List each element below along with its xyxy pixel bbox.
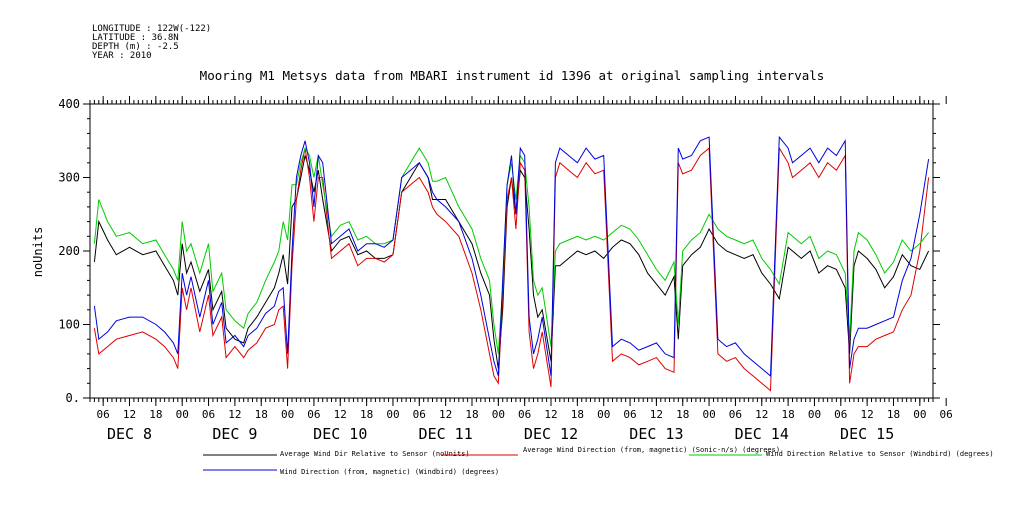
y-tick-label: 0.	[66, 391, 80, 405]
header-latitude: LATITUDE : 36.8N	[92, 33, 179, 43]
x-tick-label: 18	[149, 408, 162, 421]
x-tick-label: 06	[729, 408, 742, 421]
x-tick-label: 18	[887, 408, 900, 421]
plot-frame	[89, 103, 934, 399]
y-tick-label: 300	[58, 171, 80, 185]
header-longitude: LONGITUDE : 122W(-122)	[92, 24, 211, 34]
x-tick-label: 06	[834, 408, 847, 421]
x-day-label: DEC 15	[840, 425, 894, 443]
x-tick-label: 00	[597, 408, 610, 421]
x-tick-label: 00	[176, 408, 189, 421]
x-tick-label: 00	[702, 408, 715, 421]
x-tick-label: 12	[544, 408, 557, 421]
x-day-label: DEC 13	[629, 425, 683, 443]
x-tick-label: 00	[281, 408, 294, 421]
x-tick-label: 18	[676, 408, 689, 421]
x-tick-label: 12	[228, 408, 241, 421]
x-tick-label: 00	[492, 408, 505, 421]
x-day-label: DEC 12	[524, 425, 578, 443]
x-tick-label: 12	[650, 408, 663, 421]
x-day-label: DEC 14	[735, 425, 789, 443]
x-tick-label: 18	[360, 408, 373, 421]
chart-title: Mooring M1 Metsys data from MBARI instru…	[200, 68, 825, 83]
x-tick-label: 00	[386, 408, 399, 421]
x-tick-label: 12	[439, 408, 452, 421]
legend-label-4: Wind Direction (from, magnetic) (Windbir…	[280, 468, 499, 476]
x-day-label: DEC 11	[419, 425, 473, 443]
axes: 0. 100 200 300 400 06 12 18 00 06 12 18 00 06 12 18 00 06…	[58, 96, 953, 443]
x-tick-label: 12	[861, 408, 874, 421]
y-axis-label: noUnits	[31, 227, 45, 278]
series-line-1	[93, 155, 930, 369]
x-tick-label: 18	[781, 408, 794, 421]
x-day-label: DEC 8	[107, 425, 152, 443]
x-tick-label: 00	[808, 408, 821, 421]
x-tick-label: 06	[97, 408, 110, 421]
x-tick-label: 18	[465, 408, 478, 421]
legend-label-1: Average Wind Dir Relative to Sensor (noU…	[280, 450, 470, 458]
series-line-4	[93, 135, 930, 377]
x-tick-label: 06	[518, 408, 531, 421]
header-year: YEAR : 2010	[92, 51, 152, 61]
x-tick-label: 06	[202, 408, 215, 421]
x-tick-label: 06	[623, 408, 636, 421]
x-tick-label: 12	[123, 408, 136, 421]
legend-label-3: Wind Direction Relative to Sensor (Windb…	[766, 450, 994, 458]
x-day-label: DEC 10	[313, 425, 367, 443]
x-tick-label: 06	[413, 408, 426, 421]
x-tick-label: 06	[940, 408, 953, 421]
legend: Average Wind Dir Relative to Sensor (noU…	[203, 446, 994, 476]
series-line-2	[93, 146, 930, 392]
x-tick-label: 06	[307, 408, 320, 421]
x-tick-label: 12	[755, 408, 768, 421]
y-tick-label: 200	[58, 244, 80, 258]
y-tick-label: 400	[58, 97, 80, 111]
x-tick-label: 12	[334, 408, 347, 421]
x-day-label: DEC 9	[212, 425, 257, 443]
x-tick-label: 00	[913, 408, 926, 421]
x-tick-label: 18	[571, 408, 584, 421]
x-tick-label: 18	[255, 408, 268, 421]
y-tick-label: 100	[58, 318, 80, 332]
header-depth: DEPTH (m) : -2.5	[92, 42, 179, 52]
legend-label-2: Average Wind Direction (from, magnetic) …	[523, 446, 780, 454]
plot-area	[93, 135, 930, 392]
